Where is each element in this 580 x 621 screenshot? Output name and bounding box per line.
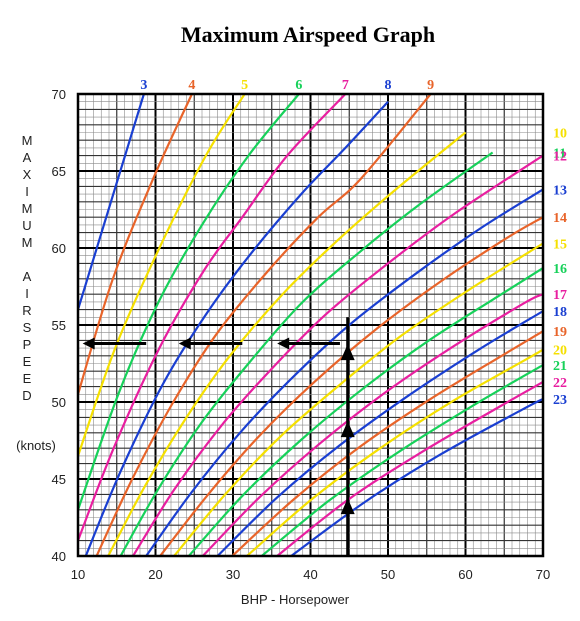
curve-15 — [173, 242, 543, 556]
y-label-letter: M — [22, 133, 33, 148]
left-arrow-head — [277, 337, 290, 350]
curve-23 — [290, 397, 543, 556]
y-tick-label: 65 — [52, 164, 66, 179]
y-label-letter: A — [23, 150, 32, 165]
curve-16 — [188, 267, 543, 556]
curve-9 — [95, 94, 432, 556]
series-label-5: 5 — [241, 78, 248, 93]
y-tick-label: 70 — [52, 87, 66, 102]
curve-18 — [216, 310, 543, 556]
series-label-20: 20 — [553, 344, 567, 359]
series-label-15: 15 — [553, 237, 567, 252]
series-label-18: 18 — [553, 305, 567, 320]
x-tick-label: 20 — [148, 567, 162, 582]
curve-19 — [231, 330, 543, 556]
series-label-14: 14 — [553, 211, 567, 226]
y-label-letter: I — [25, 184, 29, 199]
series-label-23: 23 — [553, 393, 567, 408]
y-label-letter: A — [23, 269, 32, 284]
curve-3 — [78, 94, 145, 310]
left-arrow-head — [82, 337, 95, 350]
x-tick-label: 70 — [536, 567, 550, 582]
curve-5 — [78, 94, 246, 457]
y-label-letter: P — [23, 337, 32, 352]
series-label-19: 19 — [553, 325, 567, 340]
series-label-17: 17 — [553, 288, 567, 303]
curve-13 — [145, 188, 543, 556]
series-label-8: 8 — [385, 78, 392, 93]
y-label-letter: D — [22, 388, 31, 403]
annotations — [82, 317, 355, 556]
curve-6 — [78, 94, 300, 511]
y-tick-label: 50 — [52, 395, 66, 410]
y-label-letter: E — [23, 371, 32, 386]
series-label-7: 7 — [342, 78, 349, 93]
y-label-letter: M — [22, 235, 33, 250]
series-label-16: 16 — [553, 262, 567, 277]
series-label-10: 10 — [553, 127, 567, 142]
curve-20 — [246, 348, 543, 556]
series-label-12: 12 — [553, 150, 567, 165]
y-label-letter: I — [25, 286, 29, 301]
series-label-6: 6 — [295, 78, 302, 93]
x-axis-label: BHP - Horsepower — [241, 592, 350, 607]
x-tick-label: 30 — [226, 567, 240, 582]
y-tick-label: 40 — [52, 549, 66, 564]
series-label-21: 21 — [553, 359, 567, 374]
series-label-3: 3 — [140, 78, 147, 93]
y-label-letter: E — [23, 354, 32, 369]
curve-8 — [84, 100, 389, 556]
x-tick-label: 50 — [381, 567, 395, 582]
series-label-22: 22 — [553, 376, 567, 391]
left-arrow-head — [178, 337, 191, 350]
curve-21 — [260, 364, 543, 556]
curve-7 — [78, 94, 347, 541]
curve-12 — [132, 154, 543, 556]
curve-22 — [276, 381, 543, 556]
up-arrow — [340, 344, 355, 361]
curve-11 — [119, 151, 494, 556]
series-label-11: 11 — [553, 147, 566, 162]
curve-10 — [107, 131, 467, 556]
curve-17 — [201, 293, 543, 556]
x-tick-label: 10 — [71, 567, 85, 582]
tick-labels: 10 20 30 40 50 60 70 40 45 50 55 60 65 70 — [52, 87, 551, 582]
y-tick-label: 55 — [52, 318, 66, 333]
chart-title: Maximum Airspeed Graph — [181, 22, 435, 47]
y-tick-label: 45 — [52, 472, 66, 487]
up-arrow — [340, 498, 355, 515]
up-arrow — [340, 421, 355, 438]
y-axis-unit: (knots) — [16, 438, 56, 453]
series-label-13: 13 — [553, 183, 567, 198]
series-label-9: 9 — [427, 78, 434, 93]
y-label-letter: U — [22, 218, 31, 233]
y-label-letter: M — [22, 201, 33, 216]
series-label-4: 4 — [188, 78, 195, 93]
plot-frame — [76, 92, 545, 558]
curves — [78, 94, 543, 556]
y-label-letter: R — [22, 303, 31, 318]
x-tick-label: 60 — [458, 567, 472, 582]
x-tick-label: 40 — [303, 567, 317, 582]
y-tick-label: 60 — [52, 241, 66, 256]
y-label-letter: S — [23, 320, 32, 335]
y-label-letter: X — [23, 167, 32, 182]
